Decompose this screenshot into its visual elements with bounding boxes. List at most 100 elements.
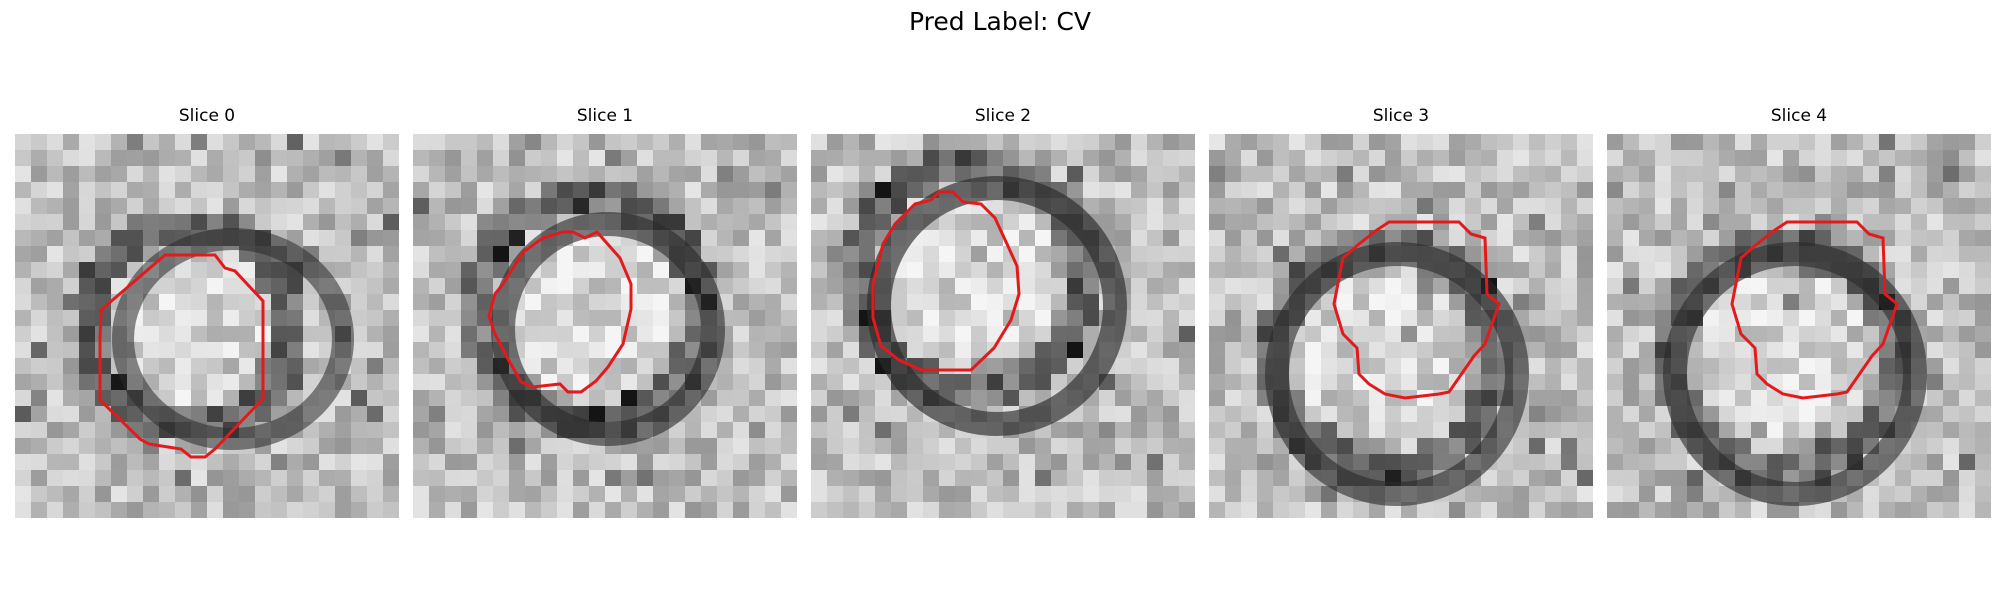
pixel-cell [1927, 134, 1944, 151]
pixel-cell [1513, 438, 1530, 455]
pixel-cell [749, 278, 766, 295]
pixel-cell [1067, 454, 1084, 471]
pixel-cell [413, 262, 430, 279]
pixel-cell [1975, 278, 1991, 295]
pixel-cell [271, 294, 288, 311]
pixel-cell [923, 150, 940, 167]
pixel-cell [1131, 278, 1148, 295]
pixel-cell [1449, 502, 1466, 518]
pixel-cell [239, 454, 256, 471]
pixel-cell [573, 294, 590, 311]
pixel-cell [47, 454, 64, 471]
pixel-cell [1449, 294, 1466, 311]
pixel-cell [303, 486, 320, 503]
pixel-cell [971, 150, 988, 167]
pixel-cell [1639, 166, 1656, 183]
pixel-cell [1879, 198, 1896, 215]
pixel-cell [939, 454, 956, 471]
pixel-cell [47, 198, 64, 215]
pixel-cell [971, 326, 988, 343]
pixel-cell [239, 310, 256, 327]
pixel-cell [1545, 406, 1562, 423]
pixel-cell [1209, 198, 1226, 215]
pixel-cell [1465, 182, 1482, 199]
pixel-cell [811, 198, 828, 215]
pixel-cell [669, 214, 686, 231]
pixel-cell [1655, 502, 1672, 518]
pixel-cell [159, 454, 176, 471]
pixel-cell [143, 166, 160, 183]
pixel-cell [271, 486, 288, 503]
cell-membrane-ring [1265, 242, 1530, 506]
pixel-cell [1209, 406, 1226, 423]
pixel-cell [827, 246, 844, 263]
pixel-cell [621, 502, 638, 518]
pixel-cell [1225, 422, 1242, 439]
pixel-cell [461, 198, 478, 215]
pixel-cell [923, 486, 940, 503]
pixel-cell [15, 342, 32, 359]
pixel-cell [1719, 166, 1736, 183]
pixel-cell [143, 486, 160, 503]
pixel-cell [255, 406, 272, 423]
pixel-cell [1273, 278, 1290, 295]
pixel-cell [477, 182, 494, 199]
pixel-cell [843, 374, 860, 391]
pixel-cell [191, 406, 208, 423]
pixel-cell [1799, 326, 1816, 343]
pixel-cell [1481, 150, 1498, 167]
pixel-cell [717, 198, 734, 215]
pixel-cell [1799, 374, 1816, 391]
pixel-cell [955, 374, 972, 391]
pixel-cell [1179, 278, 1195, 295]
pixel-cell [1911, 150, 1928, 167]
pixel-cell [1369, 166, 1386, 183]
pixel-cell [367, 454, 384, 471]
pixel-cell [1529, 342, 1546, 359]
pixel-cell [1035, 150, 1052, 167]
pixel-cell [303, 358, 320, 375]
pixel-cell [1815, 310, 1832, 327]
pixel-cell [1719, 342, 1736, 359]
pixel-cell [1209, 310, 1226, 327]
pixel-cell [827, 326, 844, 343]
pixel-cell [111, 182, 128, 199]
pixel-cell [493, 198, 510, 215]
pixel-cell [47, 358, 64, 375]
pixel-cell [95, 166, 112, 183]
pixel-cell [811, 214, 828, 231]
pixel-cell [367, 342, 384, 359]
pixel-cell [573, 134, 590, 151]
pixel-cell [1703, 214, 1720, 231]
pixel-cell [907, 310, 924, 327]
pixel-cell [1225, 166, 1242, 183]
pixel-cell [1959, 406, 1976, 423]
pixel-cell [637, 294, 654, 311]
pixel-cell [1529, 246, 1546, 263]
pixel-cell [367, 278, 384, 295]
pixel-cell [1655, 246, 1672, 263]
pixel-cell [1943, 406, 1960, 423]
pixel-cell [413, 278, 430, 295]
pixel-cell [1179, 390, 1195, 407]
pixel-cell [1497, 278, 1514, 295]
pixel-cell [47, 502, 64, 518]
pixel-cell [95, 262, 112, 279]
pixel-cell [923, 326, 940, 343]
pixel-cell [827, 438, 844, 455]
pixel-cell [1163, 470, 1180, 487]
pixel-cell [955, 486, 972, 503]
pixel-cell [955, 134, 972, 151]
pixel-cell [1751, 198, 1768, 215]
pixel-cell [47, 406, 64, 423]
pixel-cell [1815, 342, 1832, 359]
pixel-cell [223, 278, 240, 295]
pixel-cell [1529, 502, 1546, 518]
pixel-cell [15, 246, 32, 263]
pixel-cell [843, 214, 860, 231]
pixel-cell [429, 134, 446, 151]
pixel-cell [351, 150, 368, 167]
pixel-cell [223, 470, 240, 487]
pixel-cell [717, 454, 734, 471]
pixel-cell [79, 246, 96, 263]
